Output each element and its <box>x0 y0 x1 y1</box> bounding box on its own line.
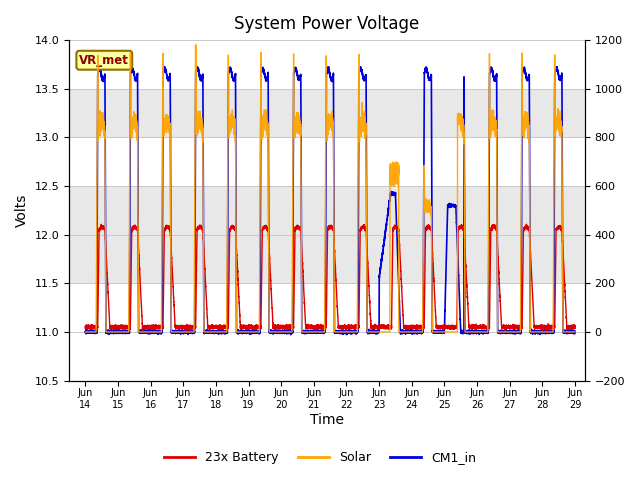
Bar <box>69 186 585 283</box>
Title: System Power Voltage: System Power Voltage <box>234 15 420 33</box>
Legend: 23x Battery, Solar, CM1_in: 23x Battery, Solar, CM1_in <box>159 446 481 469</box>
Bar <box>69 89 585 137</box>
Y-axis label: Volts: Volts <box>15 193 29 227</box>
Text: VR_met: VR_met <box>79 54 129 67</box>
X-axis label: Time: Time <box>310 413 344 427</box>
